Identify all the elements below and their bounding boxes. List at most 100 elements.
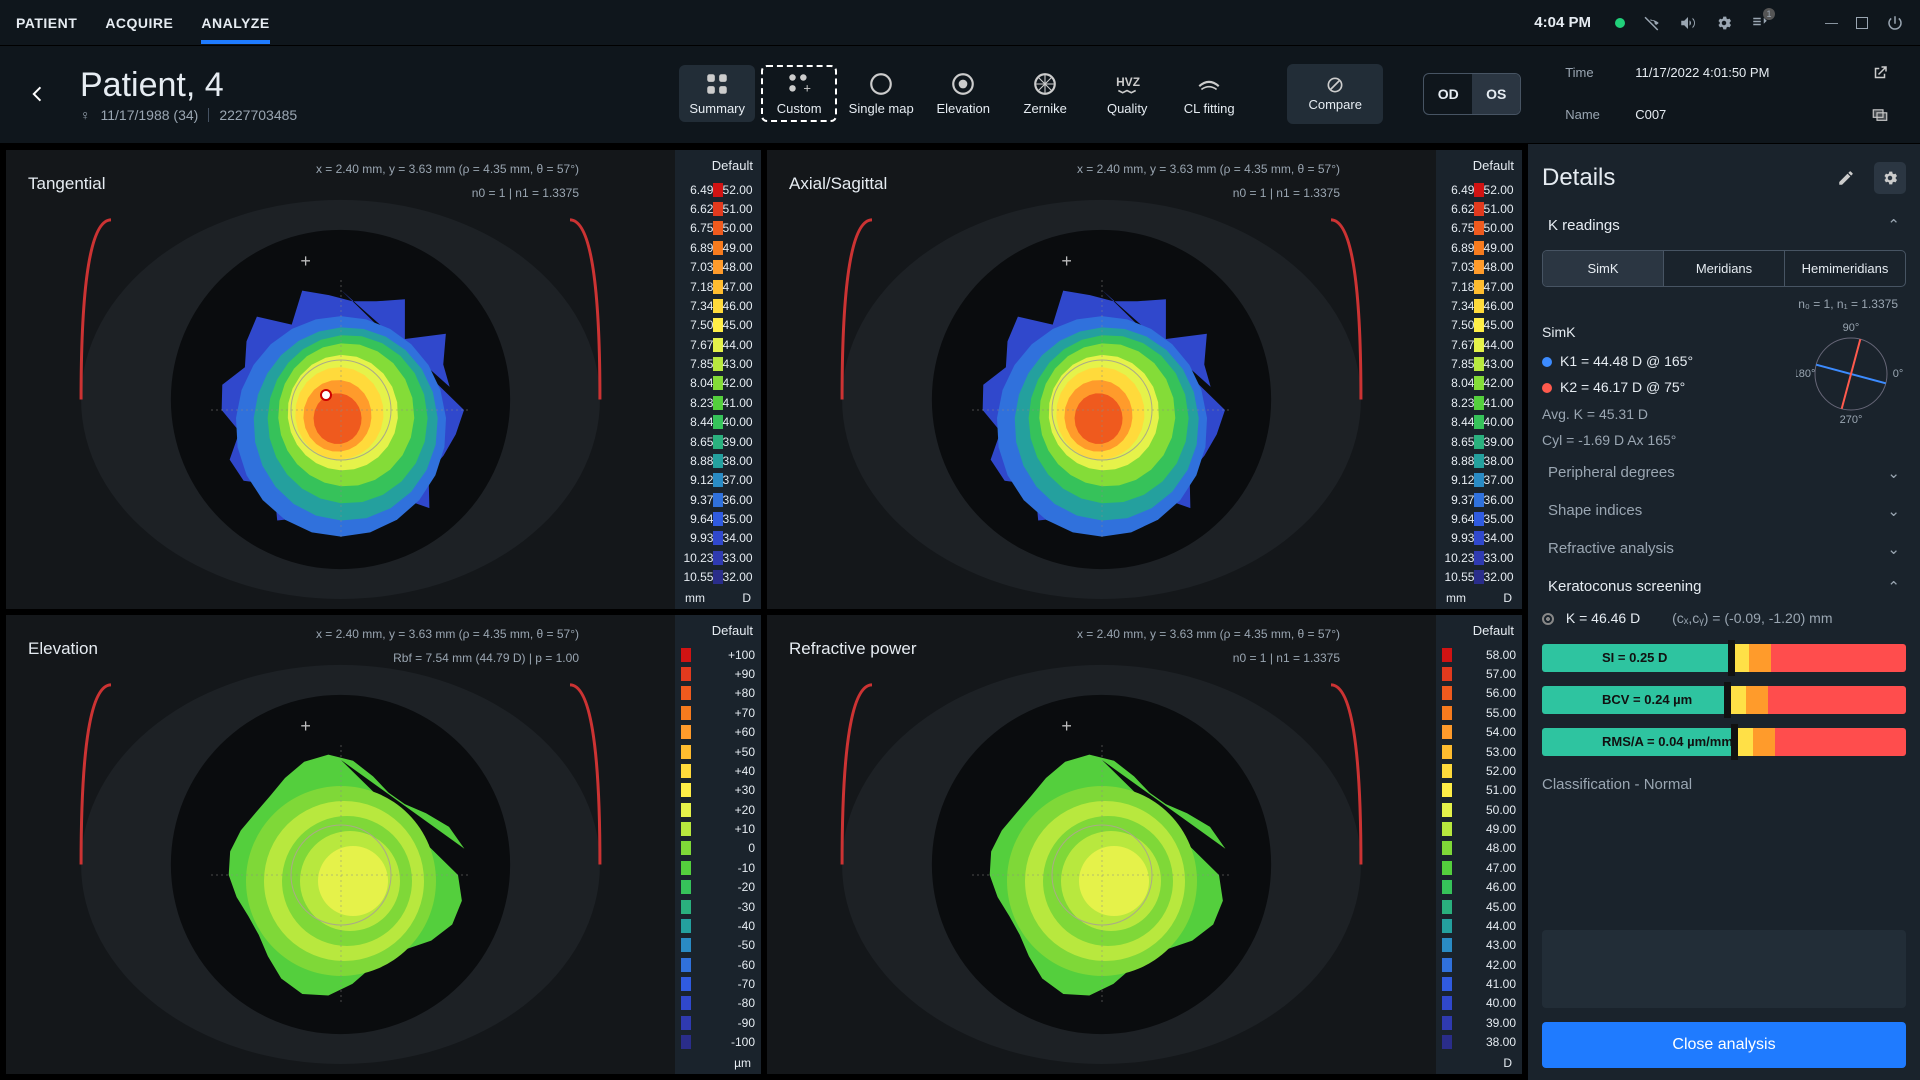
target-icon [1542, 613, 1554, 625]
crosshair-icon: + [300, 716, 311, 737]
summary-icon [704, 71, 730, 97]
gender-icon: ♀ [80, 107, 91, 123]
map-tan[interactable]: +Tangentialx = 2.40 mm, y = 3.63 mm (ρ =… [6, 150, 761, 609]
tab-label: CL fitting [1184, 101, 1235, 116]
tab-label: Summary [689, 101, 745, 116]
crosshair-icon: + [300, 251, 311, 272]
details-title: Details [1542, 164, 1818, 192]
header: Patient, 4 ♀ 11/17/1988 (34) 2227703485 … [0, 46, 1920, 144]
scale-preset[interactable]: Default [712, 623, 753, 638]
scale-preset[interactable]: Default [1473, 158, 1514, 173]
edit-icon[interactable] [1830, 162, 1862, 194]
settings-icon[interactable] [1874, 162, 1906, 194]
tab-single[interactable]: Single map [843, 65, 919, 122]
nav-analyze[interactable]: ANALYZE [201, 1, 269, 44]
share-icon[interactable] [1865, 58, 1895, 88]
patient-name: Patient, 4 [80, 66, 297, 105]
maximize-icon[interactable] [1856, 17, 1868, 29]
capture-info: Time 11/17/2022 4:01:50 PM Name C007 [1565, 58, 1901, 130]
tab-quality[interactable]: HVZQuality [1089, 65, 1165, 122]
section-peripheral[interactable]: Peripheral degrees⌄ [1542, 454, 1906, 492]
multi-window-icon[interactable] [1865, 100, 1895, 130]
notes-box[interactable] [1542, 930, 1906, 1008]
map-title: Refractive power [789, 639, 917, 659]
visibility-off-icon[interactable] [1643, 14, 1661, 32]
map-meta: n0 = 1 | n1 = 1.3375 [472, 186, 579, 200]
info-name-value: C007 [1635, 107, 1865, 122]
eye-toggle: OD OS [1423, 73, 1521, 115]
power-icon[interactable] [1886, 14, 1904, 32]
compare-label: Compare [1308, 97, 1361, 112]
tab-custom[interactable]: + Custom [761, 65, 837, 122]
tab-hemi[interactable]: Hemimeridians [1785, 251, 1905, 286]
cursor-coords: x = 2.40 mm, y = 3.63 mm (ρ = 4.35 mm, θ… [316, 627, 579, 641]
close-analysis-button[interactable]: Close analysis [1542, 1022, 1906, 1068]
details-panel: Details K readings ⌃ SimK Meridians Hemi… [1528, 144, 1920, 1080]
tab-simk[interactable]: SimK [1543, 251, 1664, 286]
queue-icon[interactable]: 1 [1751, 14, 1769, 32]
eye-od[interactable]: OD [1424, 74, 1472, 114]
scale-preset[interactable]: Default [1473, 623, 1514, 638]
simk-heading: SimK [1542, 319, 1782, 346]
screening-bar: SI = 0.25 D [1542, 644, 1906, 672]
map-axi[interactable]: +Axial/Sagittalx = 2.40 mm, y = 3.63 mm … [767, 150, 1522, 609]
eye-os[interactable]: OS [1472, 74, 1520, 114]
info-time-value: 11/17/2022 4:01:50 PM [1635, 65, 1865, 80]
screening-bar: BCV = 0.24 µm [1542, 686, 1906, 714]
single-icon [868, 71, 894, 97]
minimize-icon[interactable]: — [1825, 15, 1838, 30]
map-ele[interactable]: + Elevation x = 2.40 mm, y = 3.63 mm (ρ = … [6, 615, 761, 1074]
tab-label: Elevation [936, 101, 989, 116]
color-scale: Default58.0057.0056.0055.0054.0053.0052.… [1436, 615, 1522, 1074]
nav-patient[interactable]: PATIENT [16, 1, 77, 44]
color-scale: Default6.4952.006.6251.006.7550.006.8949… [1436, 150, 1522, 609]
tab-elev[interactable]: Elevation [925, 65, 1001, 122]
bar-label: BCV = 0.24 µm [1602, 692, 1692, 707]
map-meta: n0 = 1 | n1 = 1.3375 [1233, 186, 1340, 200]
crosshair-icon: + [1061, 251, 1072, 272]
kreading-tabs: SimK Meridians Hemimeridians [1542, 250, 1906, 287]
back-button[interactable] [16, 73, 58, 115]
top-bar: PATIENT ACQUIRE ANALYZE 4:04 PM 1 — [0, 0, 1920, 46]
global-tabs: PATIENT ACQUIRE ANALYZE [16, 1, 270, 44]
sound-icon[interactable] [1679, 14, 1697, 32]
tab-meridians[interactable]: Meridians [1664, 251, 1785, 286]
tab-cl[interactable]: CL fitting [1171, 65, 1247, 122]
section-keratoconus[interactable]: Keratoconus screening⌃ [1542, 568, 1906, 606]
section-shape[interactable]: Shape indices⌄ [1542, 492, 1906, 530]
section-kreadings[interactable]: K readings ⌃ [1542, 206, 1906, 244]
nav-acquire[interactable]: ACQUIRE [105, 1, 173, 44]
clock: 4:04 PM [1534, 14, 1591, 31]
svg-text:90°: 90° [1843, 322, 1860, 334]
chevron-down-icon: ⌄ [1887, 502, 1900, 520]
gear-icon[interactable] [1715, 14, 1733, 32]
tab-summary[interactable]: Summary [679, 65, 755, 122]
compare-button[interactable]: Compare [1287, 64, 1383, 124]
chevron-down-icon: ⌄ [1887, 464, 1900, 482]
status-dot-icon [1615, 18, 1625, 28]
bar-label: SI = 0.25 D [1602, 650, 1667, 665]
map-tabs: Summary + Custom Single map Elevation Zernike… [679, 65, 1247, 122]
map-meta: n0 = 1 | n1 = 1.3375 [1233, 651, 1340, 665]
zernike-icon [1032, 71, 1058, 97]
map-title: Elevation [28, 639, 98, 659]
tab-label: Custom [777, 101, 822, 116]
status-icons: 1 — [1615, 14, 1904, 32]
cyl-value: Cyl = -1.69 D Ax 165° [1542, 427, 1782, 454]
cursor-coords: x = 2.40 mm, y = 3.63 mm (ρ = 4.35 mm, θ… [1077, 627, 1340, 641]
svg-text:HVZ: HVZ [1116, 75, 1140, 89]
map-ref[interactable]: +Refractive powerx = 2.40 mm, y = 3.63 m… [767, 615, 1522, 1074]
custom-icon: + [786, 71, 812, 97]
tab-label: Single map [849, 101, 914, 116]
map-title: Tangential [28, 174, 106, 194]
screening-bar: RMS/A = 0.04 µm/mm² [1542, 728, 1906, 756]
k2-value: K2 = 46.17 D @ 75° [1542, 374, 1782, 401]
patient-id: 2227703485 [219, 107, 297, 123]
map-grid: + Tangential x = 2.40 mm, y = 3.63 mm (ρ =… [0, 144, 1528, 1080]
section-refractive[interactable]: Refractive analysis⌄ [1542, 530, 1906, 568]
scale-preset[interactable]: Default [712, 158, 753, 173]
color-scale: Default+100+90+80+70+60+50+40+30+20+100-… [675, 615, 761, 1074]
tab-zernike[interactable]: Zernike [1007, 65, 1083, 122]
svg-text:0°: 0° [1893, 368, 1904, 380]
kcs-line: K = 46.46 D (cₓ,cᵧ) = (-0.09, -1.20) mm [1542, 610, 1906, 626]
